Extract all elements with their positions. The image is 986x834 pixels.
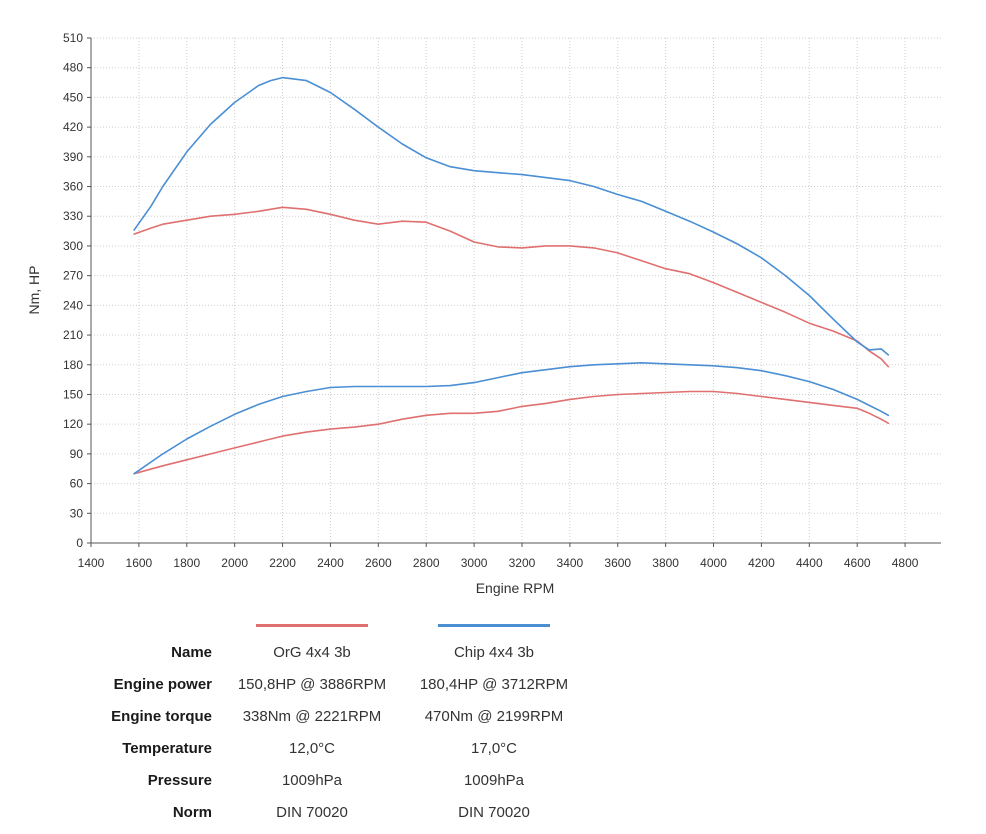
series-line-chip-torque — [133, 76, 890, 356]
y-tick-label: 390 — [63, 150, 83, 164]
x-tick-label: 4600 — [844, 556, 871, 570]
legend-swatch-row — [100, 614, 588, 636]
y-tick-label: 60 — [70, 477, 84, 491]
legend-name-chip: Chip 4x4 3b — [453, 643, 535, 661]
y-tick-label: 0 — [76, 536, 83, 550]
dyno-chart: 0 30 60 90 120 150 180 210 240 270 300 330 360 390 420… — [26, 31, 941, 596]
series-line-chip-power — [133, 361, 890, 475]
table-header-row: Name OrG 4x4 3b Chip 4x4 3b — [100, 636, 588, 668]
y-tick-label: 270 — [63, 269, 83, 283]
x-tick-label: 3000 — [461, 556, 488, 570]
y-tick-label: 330 — [63, 209, 83, 223]
row-label: Temperature — [122, 739, 212, 757]
row-value-chip: 1009hPa — [463, 771, 525, 789]
x-tick-label: 1400 — [78, 556, 105, 570]
table-row: Engine torque 338Nm @ 2221RPM 470Nm @ 21… — [100, 700, 588, 732]
y-tick-label: 510 — [63, 31, 83, 45]
y-tick-label: 30 — [70, 506, 84, 520]
x-tick-labels: 1400 1600 1800 2000 2200 2400 2600 2800 3000 3200… — [78, 543, 919, 570]
row-value-chip: 180,4HP @ 3712RPM — [419, 675, 569, 693]
table-header-label: Name — [171, 643, 212, 661]
x-tick-label: 3800 — [652, 556, 679, 570]
x-tick-label: 4800 — [892, 556, 919, 570]
legend-swatch-chip — [438, 624, 550, 628]
y-tick-label: 420 — [63, 120, 83, 134]
row-label: Norm — [172, 803, 212, 821]
grid-lines — [90, 37, 941, 543]
x-tick-label: 3600 — [604, 556, 631, 570]
y-tick-label: 300 — [63, 239, 83, 253]
series-lines — [133, 76, 890, 475]
row-value-org: 338Nm @ 2221RPM — [242, 707, 382, 725]
x-tick-label: 4000 — [700, 556, 727, 570]
x-tick-label: 3200 — [509, 556, 536, 570]
row-value-org: 12,0°C — [288, 739, 336, 757]
row-value-chip: DIN 70020 — [458, 803, 530, 821]
legend-name-org: OrG 4x4 3b — [273, 643, 351, 661]
legend-swatch-org — [256, 624, 368, 628]
x-tick-label: 2000 — [221, 556, 248, 570]
x-tick-label: 3400 — [557, 556, 584, 570]
row-value-org: DIN 70020 — [276, 803, 348, 821]
run-comparison-table: Name OrG 4x4 3b Chip 4x4 3b Engine power… — [100, 614, 588, 828]
row-label: Engine torque — [111, 707, 212, 725]
x-tick-label: 2600 — [365, 556, 392, 570]
x-tick-label: 4200 — [748, 556, 775, 570]
table-row: Pressure 1009hPa 1009hPa — [100, 764, 588, 796]
y-tick-label: 240 — [63, 298, 83, 312]
row-label: Pressure — [147, 771, 212, 789]
table-row: Norm DIN 70020 DIN 70020 — [100, 796, 588, 828]
table-row: Temperature 12,0°C 17,0°C — [100, 732, 588, 764]
x-axis-title: Engine RPM — [476, 580, 555, 596]
x-tick-label: 4400 — [796, 556, 823, 570]
y-tick-label: 480 — [63, 61, 83, 75]
y-tick-label: 120 — [63, 417, 83, 431]
x-tick-label: 1600 — [126, 556, 153, 570]
row-label: Engine power — [113, 675, 212, 693]
y-tick-label: 180 — [63, 358, 83, 372]
y-tick-labels: 0 30 60 90 120 150 180 210 240 270 300 330 360 390 420… — [63, 31, 91, 550]
y-tick-label: 450 — [63, 90, 83, 104]
row-value-org: 1009hPa — [281, 771, 343, 789]
x-tick-label: 1800 — [173, 556, 200, 570]
row-value-chip: 17,0°C — [470, 739, 518, 757]
table-row: Engine power 150,8HP @ 3886RPM 180,4HP @… — [100, 668, 588, 700]
series-line-org-power — [133, 390, 890, 475]
y-tick-label: 150 — [63, 387, 83, 401]
row-value-org: 150,8HP @ 3886RPM — [237, 675, 387, 693]
y-tick-label: 210 — [63, 328, 83, 342]
row-value-chip: 470Nm @ 2199RPM — [424, 707, 564, 725]
x-tick-label: 2400 — [317, 556, 344, 570]
series-line-org-torque — [133, 206, 890, 368]
x-tick-label: 2800 — [413, 556, 440, 570]
y-tick-label: 90 — [70, 447, 84, 461]
y-axis-title: Nm, HP — [26, 266, 42, 315]
y-tick-label: 360 — [63, 180, 83, 194]
plot-area — [91, 38, 941, 543]
x-tick-label: 2200 — [269, 556, 296, 570]
